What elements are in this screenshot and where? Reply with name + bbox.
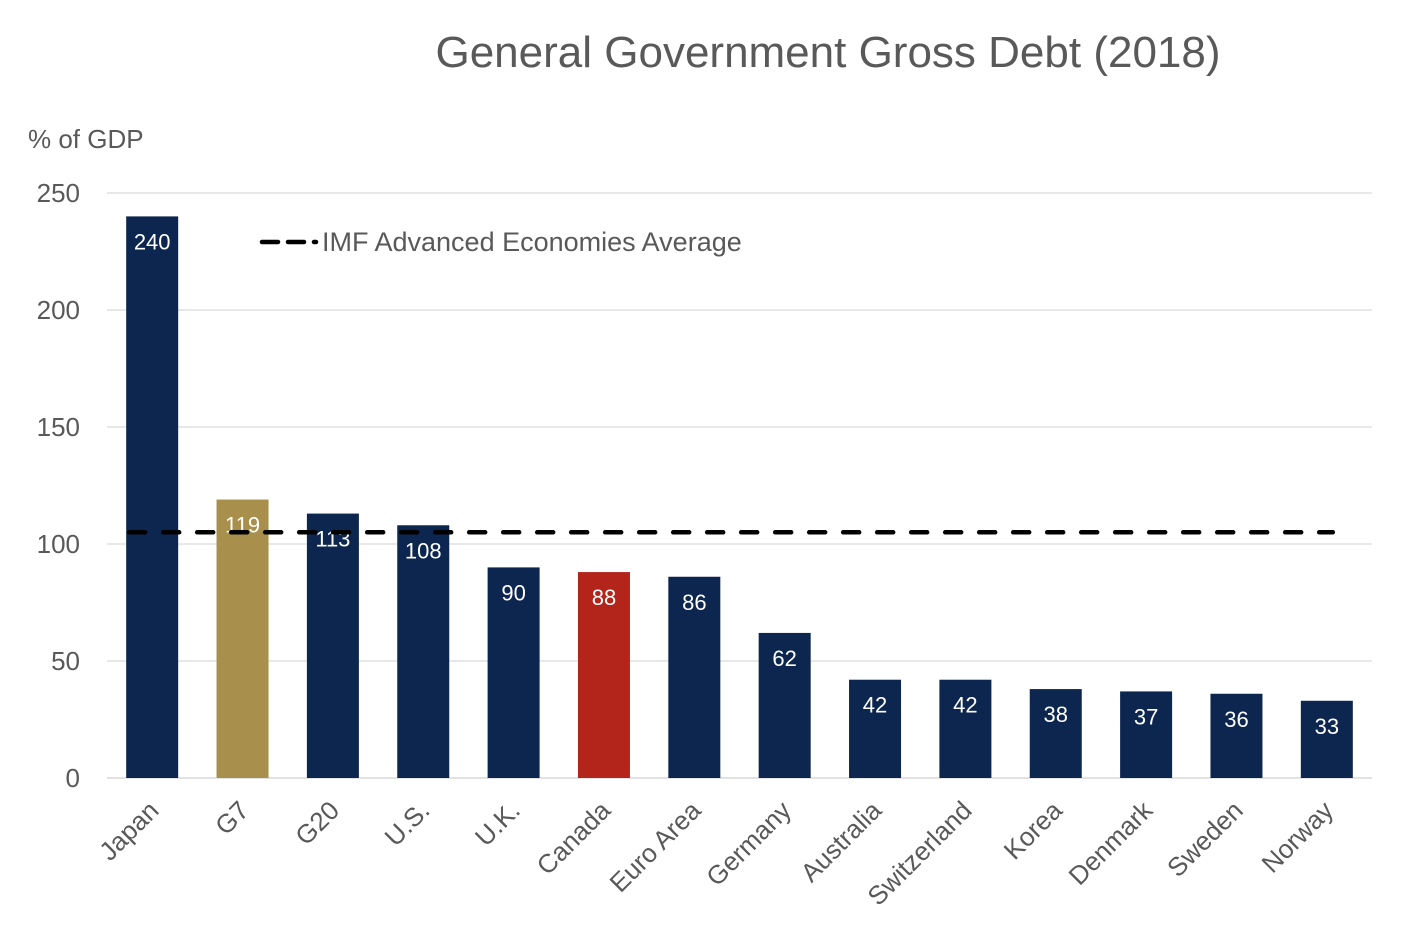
x-tick-label: Korea: [998, 795, 1069, 866]
legend: IMF Advanced Economies Average: [259, 227, 742, 257]
data-label: 108: [405, 538, 442, 563]
y-axis-ticks: 0 50 100 150 200 250: [37, 178, 80, 793]
y-tick-label: 0: [66, 763, 80, 793]
bar-australia: [849, 679, 902, 778]
x-tick-label: Australia: [795, 795, 888, 888]
bar-sweden: [1210, 693, 1263, 778]
bar-korea: [1029, 689, 1082, 778]
bar-u-s-: [397, 525, 450, 778]
data-label: 240: [134, 229, 171, 254]
bar-denmark: [1120, 691, 1173, 778]
bar-norway: [1300, 700, 1353, 778]
bar-euro-area: [668, 576, 721, 778]
y-axis-label: % of GDP: [28, 124, 144, 154]
chart-title: General Government Gross Debt (2018): [435, 28, 1220, 77]
x-tick-label: Germany: [700, 795, 797, 892]
y-tick-label: 250: [37, 178, 80, 208]
data-label: 42: [953, 693, 977, 718]
x-tick-label: U.S.: [379, 795, 436, 852]
x-tick-label: G7: [209, 795, 255, 841]
data-label: 62: [772, 646, 796, 671]
x-tick-label: Norway: [1256, 795, 1340, 879]
data-label: 36: [1224, 707, 1248, 732]
y-tick-label: 100: [37, 529, 80, 559]
y-tick-label: 200: [37, 295, 80, 325]
x-tick-label: U.K.: [469, 795, 526, 852]
x-tick-label: Sweden: [1161, 795, 1249, 883]
bar-u-k-: [487, 567, 540, 778]
data-label: 42: [863, 693, 887, 718]
x-tick-label: Japan: [93, 795, 164, 866]
x-tick-label: Euro Area: [604, 795, 707, 898]
x-tick-label: G20: [289, 795, 345, 851]
bar-canada: [577, 572, 630, 778]
bar-g7: [216, 499, 269, 778]
data-label: 33: [1315, 714, 1339, 739]
bar-germany: [758, 632, 811, 778]
y-tick-label: 50: [51, 646, 80, 676]
data-label: 90: [501, 580, 525, 605]
x-tick-label: Denmark: [1063, 794, 1160, 891]
gridlines: [107, 192, 1372, 779]
x-tick-label: Canada: [531, 795, 617, 881]
data-label: 88: [592, 585, 616, 610]
y-tick-label: 150: [37, 412, 80, 442]
data-label: 86: [682, 590, 706, 615]
legend-label: IMF Advanced Economies Average: [322, 227, 742, 257]
data-label: 38: [1044, 702, 1068, 727]
bars: [126, 216, 1353, 778]
data-label: 37: [1134, 704, 1158, 729]
bar-switzerland: [939, 679, 992, 778]
bar-g20: [306, 513, 359, 778]
bar-japan: [126, 216, 179, 778]
